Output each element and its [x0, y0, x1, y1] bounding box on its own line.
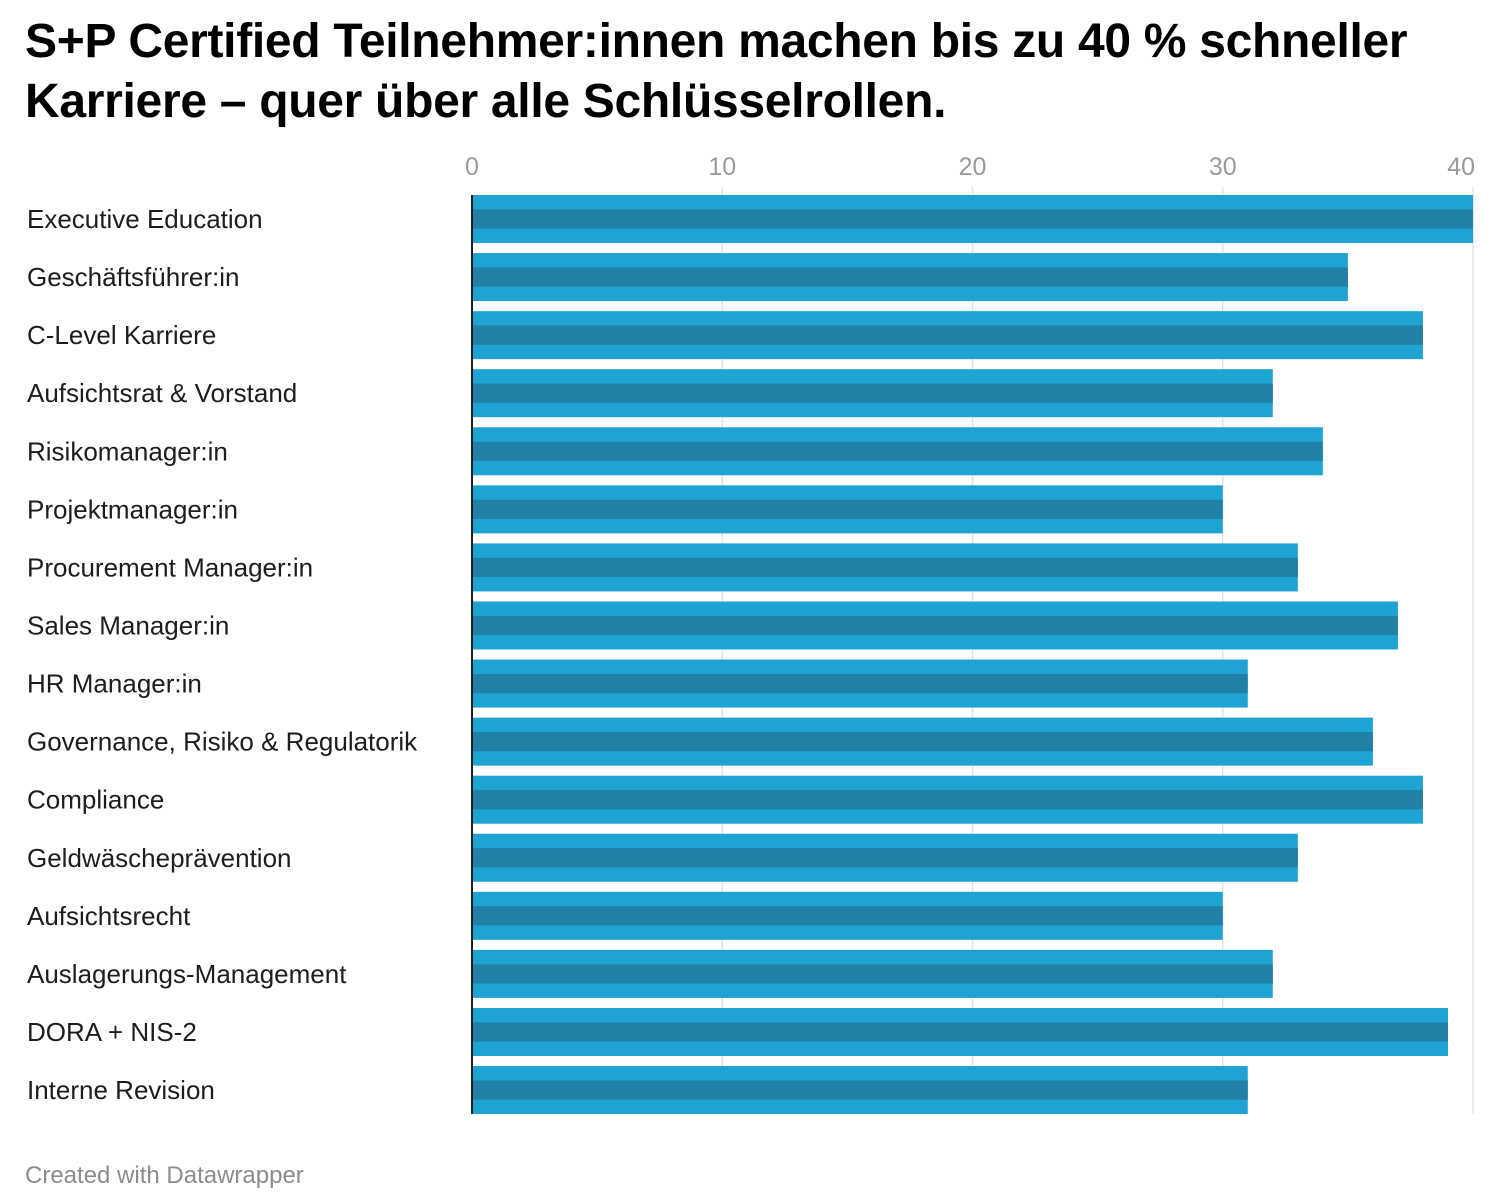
category-label: Procurement Manager:in	[27, 552, 313, 582]
category-label: Sales Manager:in	[27, 610, 229, 640]
bar-stripe	[472, 325, 1423, 345]
bar	[472, 891, 1223, 940]
x-axis-tick-labels: 0 10 20 30 40	[465, 153, 1475, 181]
x-tick-label: 10	[708, 153, 736, 181]
bar	[472, 717, 1373, 766]
category-label: HR Manager:in	[27, 669, 202, 699]
bars	[472, 195, 1473, 1115]
bar	[472, 601, 1398, 650]
category-label: Risikomanager:in	[27, 436, 228, 466]
bar	[472, 833, 1298, 882]
bar	[472, 1066, 1248, 1115]
category-labels: Executive Education Geschäftsführer:in C-L…	[27, 204, 418, 1105]
bar	[472, 543, 1298, 592]
bar-stripe	[472, 209, 1473, 229]
bar	[472, 369, 1273, 418]
bar-stripe	[472, 441, 1323, 461]
category-label: Aufsichtsrat & Vorstand	[27, 378, 297, 408]
category-label: Projektmanager:in	[27, 494, 238, 524]
bar-stripe	[472, 790, 1423, 810]
category-label: Geldwäscheprävention	[27, 843, 292, 873]
bar-stripe	[472, 499, 1223, 519]
bar-stripe	[472, 848, 1298, 868]
bar	[472, 427, 1323, 476]
category-label: Compliance	[27, 785, 164, 815]
category-label: Executive Education	[27, 204, 263, 234]
x-tick-label: 20	[959, 153, 987, 181]
bar	[472, 775, 1423, 824]
category-label: Interne Revision	[27, 1075, 215, 1105]
category-label: Aufsichtsrecht	[27, 901, 191, 931]
category-label: Geschäftsführer:in	[27, 262, 239, 292]
footer-credit: Created with Datawrapper	[25, 1162, 304, 1189]
bar-stripe	[472, 557, 1298, 578]
bar	[472, 659, 1248, 708]
bar	[472, 253, 1348, 302]
category-label: Auslagerungs-Management	[27, 959, 347, 989]
bar-stripe	[472, 1022, 1448, 1042]
x-tick-label: 0	[465, 153, 479, 181]
bar	[472, 949, 1273, 998]
bar-stripe	[472, 906, 1223, 926]
x-tick-label: 40	[1447, 153, 1475, 181]
bar-stripe	[472, 383, 1273, 403]
bar-stripe	[472, 615, 1398, 636]
x-tick-label: 30	[1209, 153, 1237, 181]
category-label: C-Level Karriere	[27, 320, 216, 350]
category-label: Governance, Risiko & Regulatorik	[27, 727, 418, 757]
bar-stripe	[472, 964, 1273, 984]
bar-stripe	[472, 1080, 1248, 1100]
bar	[472, 1007, 1448, 1056]
bar	[472, 485, 1223, 534]
bar	[472, 195, 1473, 243]
bar-stripe	[472, 267, 1348, 287]
chart-title: S+P Certified Teilnehmer:innen machen bi…	[25, 15, 1408, 128]
bar	[472, 311, 1423, 360]
bar-stripe	[472, 673, 1248, 694]
bar-stripe	[472, 732, 1373, 752]
category-label: DORA + NIS-2	[27, 1017, 197, 1047]
